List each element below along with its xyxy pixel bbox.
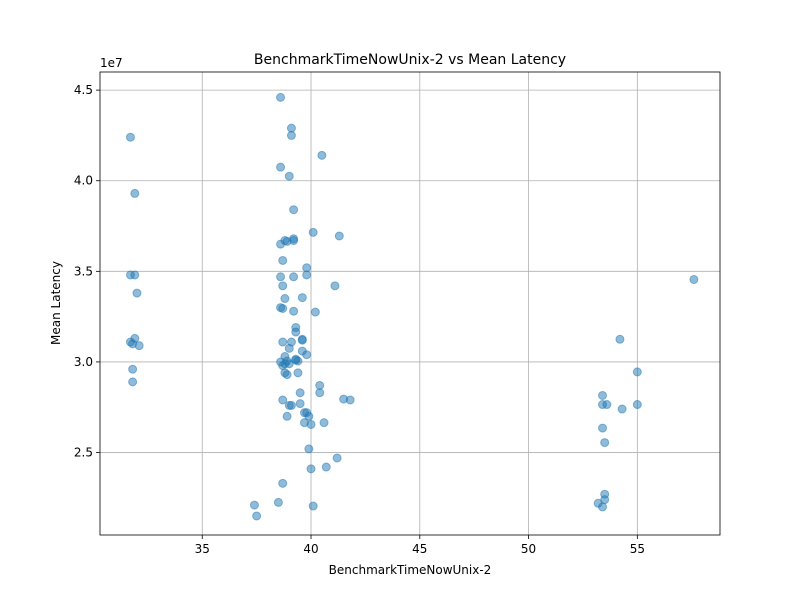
data-point: [600, 438, 610, 448]
y-axis-label: Mean Latency: [49, 261, 63, 345]
data-point: [278, 395, 288, 405]
data-point: [315, 388, 325, 398]
data-point: [128, 377, 138, 387]
data-point: [334, 231, 344, 241]
data-point: [278, 303, 288, 313]
data-point: [278, 281, 288, 291]
data-point: [286, 337, 296, 347]
data-point: [306, 419, 316, 429]
y-tick-label: 4.0: [74, 174, 93, 188]
data-point: [125, 270, 135, 280]
data-point: [302, 270, 312, 280]
x-tick-label: 40: [303, 542, 318, 556]
data-point: [291, 327, 301, 337]
data-point: [310, 307, 320, 317]
data-point: [276, 92, 286, 102]
data-point: [295, 388, 305, 398]
data-point: [632, 367, 642, 377]
data-point: [276, 272, 286, 282]
data-point: [632, 400, 642, 410]
data-point: [304, 444, 314, 454]
axis-ticks: 35 40 45 50 55 2.5 3.0 3.5 4.0 4.5: [74, 83, 645, 556]
data-point: [302, 350, 312, 360]
data-points: [125, 92, 699, 521]
data-point: [273, 497, 283, 507]
data-point: [128, 364, 138, 374]
data-point: [602, 400, 612, 410]
y-tick-label: 2.5: [74, 446, 93, 460]
y-tick-label: 3.5: [74, 264, 93, 278]
data-point: [332, 453, 342, 463]
data-point: [132, 288, 142, 298]
data-point: [345, 395, 355, 405]
data-point: [276, 162, 286, 172]
data-point: [308, 227, 318, 237]
x-tick-label: 55: [630, 542, 645, 556]
data-point: [297, 335, 307, 345]
x-tick-label: 50: [521, 542, 536, 556]
data-point: [689, 274, 699, 284]
x-axis-label: BenchmarkTimeNowUnix-2: [329, 563, 492, 577]
data-point: [252, 511, 262, 521]
y-tick-label: 4.5: [74, 83, 93, 97]
data-point: [598, 390, 608, 400]
data-point: [321, 462, 331, 472]
data-point: [306, 464, 316, 474]
data-point: [289, 205, 299, 215]
data-point: [130, 188, 140, 198]
data-point: [289, 236, 299, 246]
data-point: [297, 293, 307, 303]
data-point: [280, 294, 290, 304]
grid-lines: [100, 72, 720, 535]
y-tick-label: 3.0: [74, 355, 93, 369]
data-point: [249, 500, 259, 510]
data-point: [286, 400, 296, 410]
data-point: [286, 130, 296, 140]
data-point: [598, 423, 608, 433]
data-point: [293, 368, 303, 378]
data-point: [284, 171, 294, 181]
data-point: [282, 411, 292, 421]
x-tick-label: 45: [412, 542, 427, 556]
data-point: [134, 341, 144, 351]
data-point: [289, 306, 299, 316]
plot-frame: [99, 71, 721, 536]
data-point: [130, 333, 140, 343]
data-point: [291, 355, 301, 365]
data-point: [308, 501, 318, 511]
data-point: [278, 478, 288, 488]
data-point: [600, 495, 610, 505]
data-point: [319, 418, 329, 428]
data-point: [302, 408, 312, 418]
data-point: [295, 399, 305, 409]
data-point: [317, 150, 327, 160]
y-axis-offset-label: 1e7: [100, 56, 123, 70]
data-point: [617, 404, 627, 414]
data-point: [276, 357, 286, 367]
data-point: [125, 132, 135, 142]
chart-title: BenchmarkTimeNowUnix-2 vs Mean Latency: [254, 52, 566, 68]
data-point: [278, 255, 288, 265]
data-point: [278, 337, 288, 347]
data-point: [615, 334, 625, 344]
data-point: [330, 281, 340, 291]
data-point: [289, 272, 299, 282]
data-point: [282, 370, 292, 380]
x-tick-label: 35: [195, 542, 210, 556]
